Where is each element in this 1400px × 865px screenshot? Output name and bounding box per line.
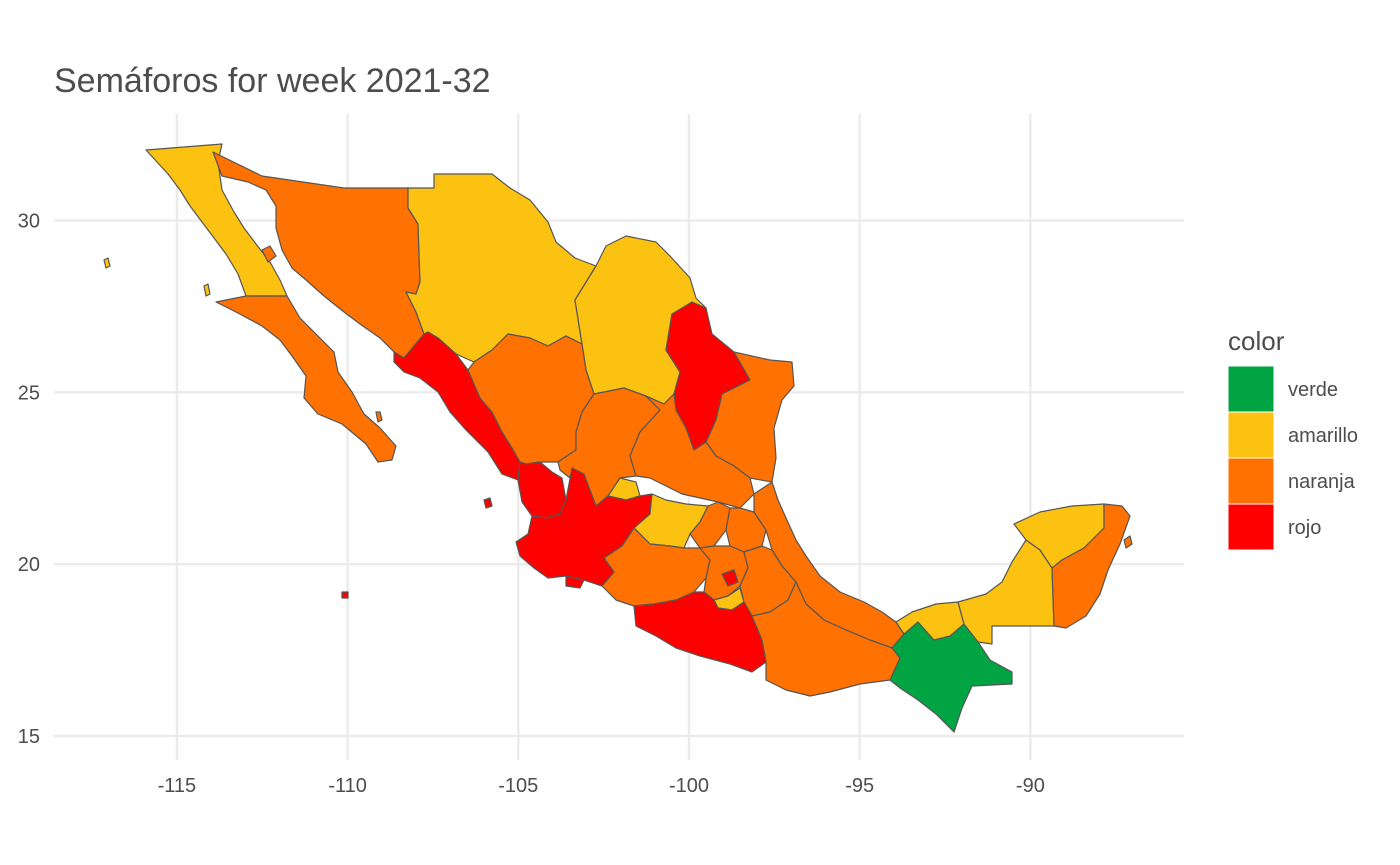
island-marias [483,497,493,509]
legend-swatch-verde [1227,365,1275,413]
region-colima [565,575,585,589]
region-baja-california-sur [215,295,397,463]
island-socorro [341,591,349,599]
x-tick-label: -105 [498,775,538,797]
island-isla-del-carmen [375,411,383,423]
legend-swatch-naranja [1227,457,1275,505]
island-cozumel [1123,535,1133,549]
region-guanajuato [633,493,709,549]
state-polygons [103,143,1133,733]
legend-label-rojo: rojo [1288,517,1321,539]
y-tick-label: 20 [18,554,40,576]
region-nayarit [517,461,567,519]
region-ciudad-de-mexico [721,569,739,587]
y-tick-label: 25 [18,382,40,404]
region-quintana-roo [1051,503,1131,629]
region-tamaulipas [705,351,795,483]
y-tick-label: 15 [18,726,40,748]
region-campeche [957,539,1055,645]
island-tiburon [261,245,277,263]
x-axis-ticks: -115 -110 -105 -100 -95 -90 [158,775,1045,797]
x-tick-label: -100 [669,775,709,797]
legend-label-naranja: naranja [1288,471,1356,493]
legend-label-verde: verde [1288,379,1338,401]
region-san-luis-potosi [629,393,755,509]
chart-title: Semáforos for week 2021-32 [54,62,491,100]
y-tick-label: 30 [18,211,40,233]
region-tabasco [895,601,965,641]
island-cedros [203,283,211,297]
x-tick-label: -95 [845,775,874,797]
legend-label-amarillo: amarillo [1288,425,1358,447]
region-chihuahua [405,173,597,363]
x-tick-label: -115 [158,775,197,797]
x-tick-label: -90 [1016,775,1045,797]
legend-swatch-rojo [1227,503,1275,551]
legend-title: color [1228,326,1285,356]
y-axis-ticks: 15 20 25 30 [18,211,40,748]
legend-swatch-amarillo [1227,411,1275,459]
region-chiapas [889,621,1013,733]
island-guadalupe [103,257,111,269]
legend: color verde amarillo naranja rojo [1227,326,1358,551]
x-tick-label: -110 [328,775,367,797]
